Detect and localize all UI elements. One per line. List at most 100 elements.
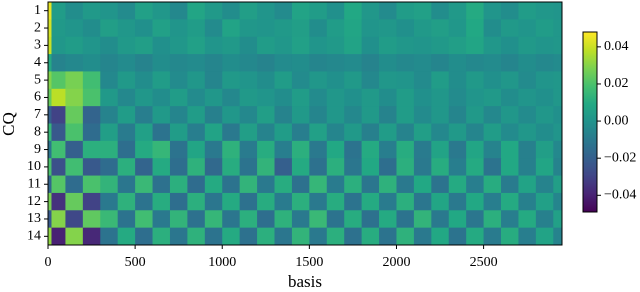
- colorbar-segment: [583, 210, 597, 213]
- heatmap-cell: [204, 88, 223, 107]
- colorbar-segment: [583, 104, 597, 107]
- heatmap-cell: [257, 19, 275, 38]
- heatmap-cell: [431, 106, 450, 124]
- heatmap-cell: [483, 192, 502, 211]
- colorbar-segment: [583, 58, 597, 61]
- heatmap-cell: [152, 192, 171, 211]
- heatmap-cell: [239, 210, 258, 229]
- colorbar-segment: [583, 138, 597, 141]
- heatmap-cell: [51, 158, 66, 176]
- colorbar-segment: [583, 122, 597, 125]
- heatmap-cell: [204, 227, 223, 246]
- colorbar-segment: [583, 130, 597, 133]
- heatmap-cell: [553, 158, 563, 176]
- heatmap-cell: [396, 36, 415, 55]
- heatmap-cell: [518, 88, 537, 107]
- heatmap-cell: [361, 88, 380, 107]
- colorbar-segment: [583, 124, 597, 127]
- heatmap-cell: [51, 88, 66, 107]
- heatmap-cell: [257, 36, 275, 55]
- colorbar-segment: [583, 60, 597, 63]
- heatmap-cell: [361, 123, 380, 142]
- y-tick-label: 4: [34, 55, 41, 70]
- heatmap-cell: [396, 54, 415, 72]
- heatmap-cell: [553, 210, 563, 229]
- heatmap-cell: [65, 123, 84, 142]
- colorbar-segment: [583, 156, 597, 159]
- heatmap-cell: [257, 227, 275, 246]
- heatmap-cell: [222, 54, 241, 72]
- heatmap-cell: [152, 106, 171, 124]
- heatmap-cell: [152, 158, 171, 176]
- heatmap-cell: [239, 54, 258, 72]
- heatmap-cell: [222, 192, 241, 211]
- heatmap-cell: [361, 106, 380, 124]
- heatmap-cell: [379, 88, 397, 107]
- heatmap-cell: [466, 88, 484, 107]
- heatmap-cell: [344, 54, 363, 72]
- colorbar-segment: [583, 208, 597, 211]
- heatmap-cell: [239, 227, 258, 246]
- colorbar-segment: [583, 106, 597, 109]
- heatmap-cell: [82, 140, 101, 159]
- heatmap-cell: [431, 71, 450, 90]
- heatmap-cell: [483, 36, 502, 55]
- heatmap-cell: [448, 192, 467, 211]
- heatmap-cell: [239, 71, 258, 90]
- heatmap-cell: [291, 140, 310, 159]
- heatmap-cell: [326, 54, 345, 72]
- heatmap-cell: [48, 192, 52, 211]
- heatmap-cell: [431, 140, 450, 159]
- heatmap-cell: [117, 158, 136, 176]
- colorbar-segment: [583, 194, 597, 197]
- heatmap-cell: [100, 210, 119, 229]
- colorbar-segment: [583, 98, 597, 101]
- colorbar-segment: [583, 66, 597, 69]
- heatmap-cell: [204, 210, 223, 229]
- heatmap-cell: [431, 192, 450, 211]
- heatmap-cell: [100, 106, 119, 124]
- heatmap-cell: [135, 158, 153, 176]
- heatmap-cell: [379, 140, 397, 159]
- heatmap-cell: [187, 106, 206, 124]
- heatmap-cell: [413, 210, 432, 229]
- colorbar-segment: [583, 78, 597, 81]
- heatmap-cell: [117, 36, 136, 55]
- heatmap-cell: [326, 140, 345, 159]
- heatmap-cell: [396, 192, 415, 211]
- heatmap-cell: [65, 71, 84, 90]
- heatmap-cell: [187, 54, 206, 72]
- colorbar-segment: [583, 74, 597, 77]
- heatmap-cell: [291, 175, 310, 194]
- heatmap-cell: [65, 140, 84, 159]
- heatmap-cell: [257, 123, 275, 142]
- heatmap-cell: [309, 106, 328, 124]
- heatmap-cell: [100, 140, 119, 159]
- heatmap-cell: [117, 227, 136, 246]
- heatmap-cell: [448, 36, 467, 55]
- heatmap-cell: [48, 106, 52, 124]
- heatmap-cell: [135, 106, 153, 124]
- heatmap-cell: [291, 227, 310, 246]
- colorbar-segment: [583, 70, 597, 73]
- heatmap-cell: [169, 227, 188, 246]
- heatmap-cell: [466, 210, 484, 229]
- heatmap-cell: [65, 88, 84, 107]
- heatmap-cell: [222, 88, 241, 107]
- heatmap-cell: [274, 36, 293, 55]
- heatmap-cell: [553, 192, 563, 211]
- heatmap-cell: [379, 106, 397, 124]
- heatmap-cell: [518, 175, 537, 194]
- heatmap-cell: [222, 71, 241, 90]
- colorbar-segment: [583, 76, 597, 79]
- heatmap-cell: [82, 2, 101, 20]
- heatmap-cell: [309, 175, 328, 194]
- heatmap-cell: [518, 36, 537, 55]
- heatmap-cell: [135, 36, 153, 55]
- colorbar-segment: [583, 176, 597, 179]
- heatmap-cell: [222, 36, 241, 55]
- colorbar-segment: [583, 96, 597, 99]
- heatmap-cell: [82, 36, 101, 55]
- colorbar-segment: [583, 142, 597, 145]
